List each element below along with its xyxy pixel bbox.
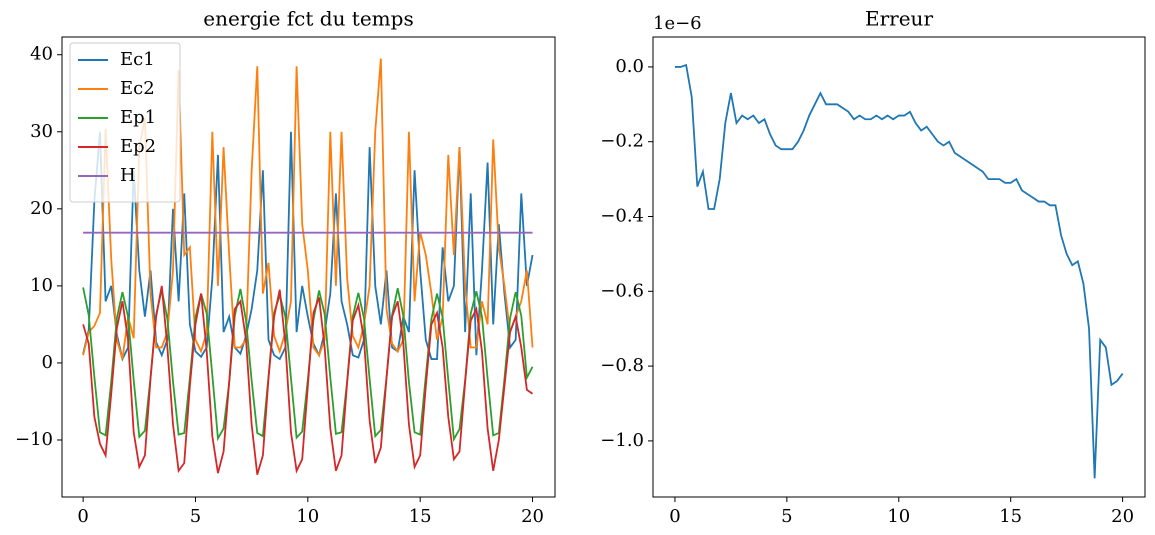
y-tick-label: 10 [30,275,53,296]
line-series [82,285,534,475]
y-tick-label: −0.8 [600,355,644,376]
x-tick-label: 15 [409,506,432,527]
y-tick-label: 30 [30,121,53,142]
line-series [82,58,534,360]
offset-text: 1e−6 [653,13,702,34]
legend-box [69,42,181,203]
line-series [674,63,1124,479]
y-tick-label: −0.2 [600,131,644,152]
x-tick-label: 5 [781,506,792,527]
y-tick-label: −0.6 [600,280,644,301]
x-tick-label: 0 [669,506,680,527]
x-tick-label: 10 [887,506,910,527]
legend-label: H [120,165,136,186]
legend-label: Ec1 [120,49,155,70]
y-tick-label: −1.0 [600,430,644,451]
y-tick-label: 0 [42,352,53,373]
axes-frame [61,36,556,498]
y-tick-label: 40 [30,44,53,65]
legend-label: Ep2 [120,136,156,157]
y-tick-label: −10 [15,429,53,450]
y-tick-label: −0.4 [600,206,644,227]
x-tick-label: 0 [77,506,88,527]
x-tick-label: 20 [1111,506,1134,527]
x-tick-label: 10 [296,506,319,527]
legend-label: Ep1 [120,107,156,128]
x-tick-label: 5 [190,506,201,527]
x-tick-label: 15 [999,506,1022,527]
chart-title: Erreur [865,7,933,31]
x-tick-label: 20 [521,506,544,527]
y-tick-label: 20 [30,198,53,219]
chart-title: energie fct du temps [203,7,413,31]
legend-label: Ec2 [120,78,155,99]
axes-frame [652,36,1146,498]
y-tick-label: 0.0 [615,56,644,77]
